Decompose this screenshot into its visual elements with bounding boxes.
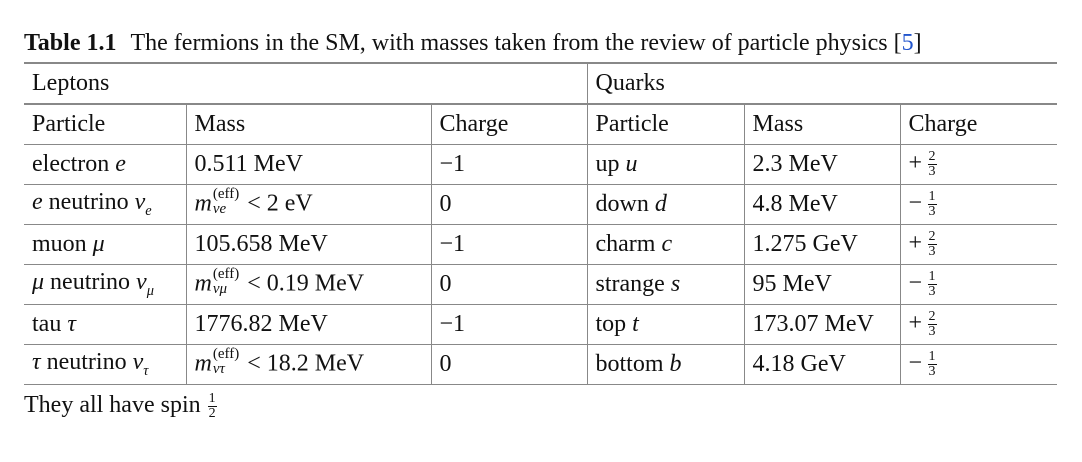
table-caption: Table 1.1 The fermions in the SM, with ma… (24, 30, 922, 57)
effective-mass: m (eff) νμ (194, 265, 240, 297)
quark-particle: down d (587, 184, 745, 225)
lepton-charge: −1 (431, 144, 588, 185)
fermions-table: Leptons Quarks Particle Mass Charge Part… (24, 62, 1058, 385)
quark-charge: +2 3 (900, 144, 1058, 185)
lepton-charge: −1 (431, 224, 588, 265)
group-leptons: Leptons (24, 62, 588, 105)
lepton-particle: tau τ (24, 304, 187, 345)
header-quark-particle: Particle (587, 104, 745, 145)
quark-particle: top t (587, 304, 745, 345)
header-lepton-mass: Mass (186, 104, 432, 145)
quark-charge: +2 3 (900, 304, 1058, 345)
quark-charge: −1 3 (900, 184, 1058, 225)
lepton-particle: τ neutrino ντ (24, 344, 187, 385)
group-quarks: Quarks (587, 62, 1058, 105)
quark-mass: 1.275 GeV (744, 224, 901, 265)
lepton-mass: 1776.82 MeV (186, 304, 432, 345)
lepton-mass: m (eff) ντ < 18.2 MeV (186, 344, 432, 385)
quark-mass: 4.8 MeV (744, 184, 901, 225)
quark-mass: 4.18 GeV (744, 344, 901, 385)
header-lepton-particle: Particle (24, 104, 187, 145)
quark-mass: 173.07 MeV (744, 304, 901, 345)
column-header-row: Particle Mass Charge Particle Mass Charg… (24, 104, 1058, 145)
header-lepton-charge: Charge (431, 104, 588, 145)
table-row: e neutrino νe m (eff) νe < 2 eV 0 down d 4.… (24, 184, 1058, 225)
table-row: μ neutrino νμ m (eff) νμ < 0.19 MeV 0 stran… (24, 264, 1058, 305)
quark-mass: 95 MeV (744, 264, 901, 305)
quark-particle: charm c (587, 224, 745, 265)
quark-mass: 2.3 MeV (744, 144, 901, 185)
quark-charge: −1 3 (900, 344, 1058, 385)
table-row: tau τ 1776.82 MeV −1 top t 173.07 MeV +2… (24, 304, 1058, 345)
lepton-charge: 0 (431, 184, 588, 225)
lepton-particle: electron e (24, 144, 187, 185)
quark-charge: +2 3 (900, 224, 1058, 265)
quark-charge: −1 3 (900, 264, 1058, 305)
header-quark-charge: Charge (900, 104, 1058, 145)
header-quark-mass: Mass (744, 104, 901, 145)
effective-mass: m (eff) ντ (194, 345, 240, 377)
lepton-mass: 105.658 MeV (186, 224, 432, 265)
group-header-row: Leptons Quarks (24, 62, 1058, 105)
lepton-mass: m (eff) νe < 2 eV (186, 184, 432, 225)
lepton-mass: m (eff) νμ < 0.19 MeV (186, 264, 432, 305)
quark-particle: strange s (587, 264, 745, 305)
lepton-charge: 0 (431, 344, 588, 385)
caption-text: The fermions in the SM, with masses take… (130, 30, 902, 56)
table-row: τ neutrino ντ m (eff) ντ < 18.2 MeV 0 botto… (24, 344, 1058, 385)
lepton-charge: 0 (431, 264, 588, 305)
lepton-charge: −1 (431, 304, 588, 345)
lepton-particle: μ neutrino νμ (24, 264, 187, 305)
lepton-particle: muon μ (24, 224, 187, 265)
lepton-particle: e neutrino νe (24, 184, 187, 225)
lepton-mass: 0.511 MeV (186, 144, 432, 185)
quark-particle: bottom b (587, 344, 745, 385)
table-label: Table 1.1 (24, 30, 117, 56)
effective-mass: m (eff) νe (194, 185, 240, 217)
quark-particle: up u (587, 144, 745, 185)
reference-link[interactable]: 5 (901, 30, 914, 56)
table-row: muon μ 105.658 MeV −1 charm c 1.275 GeV … (24, 224, 1058, 265)
table-row: electron e 0.511 MeV −1 up u 2.3 MeV +2 3 (24, 144, 1058, 185)
caption-close: ] (913, 30, 922, 56)
